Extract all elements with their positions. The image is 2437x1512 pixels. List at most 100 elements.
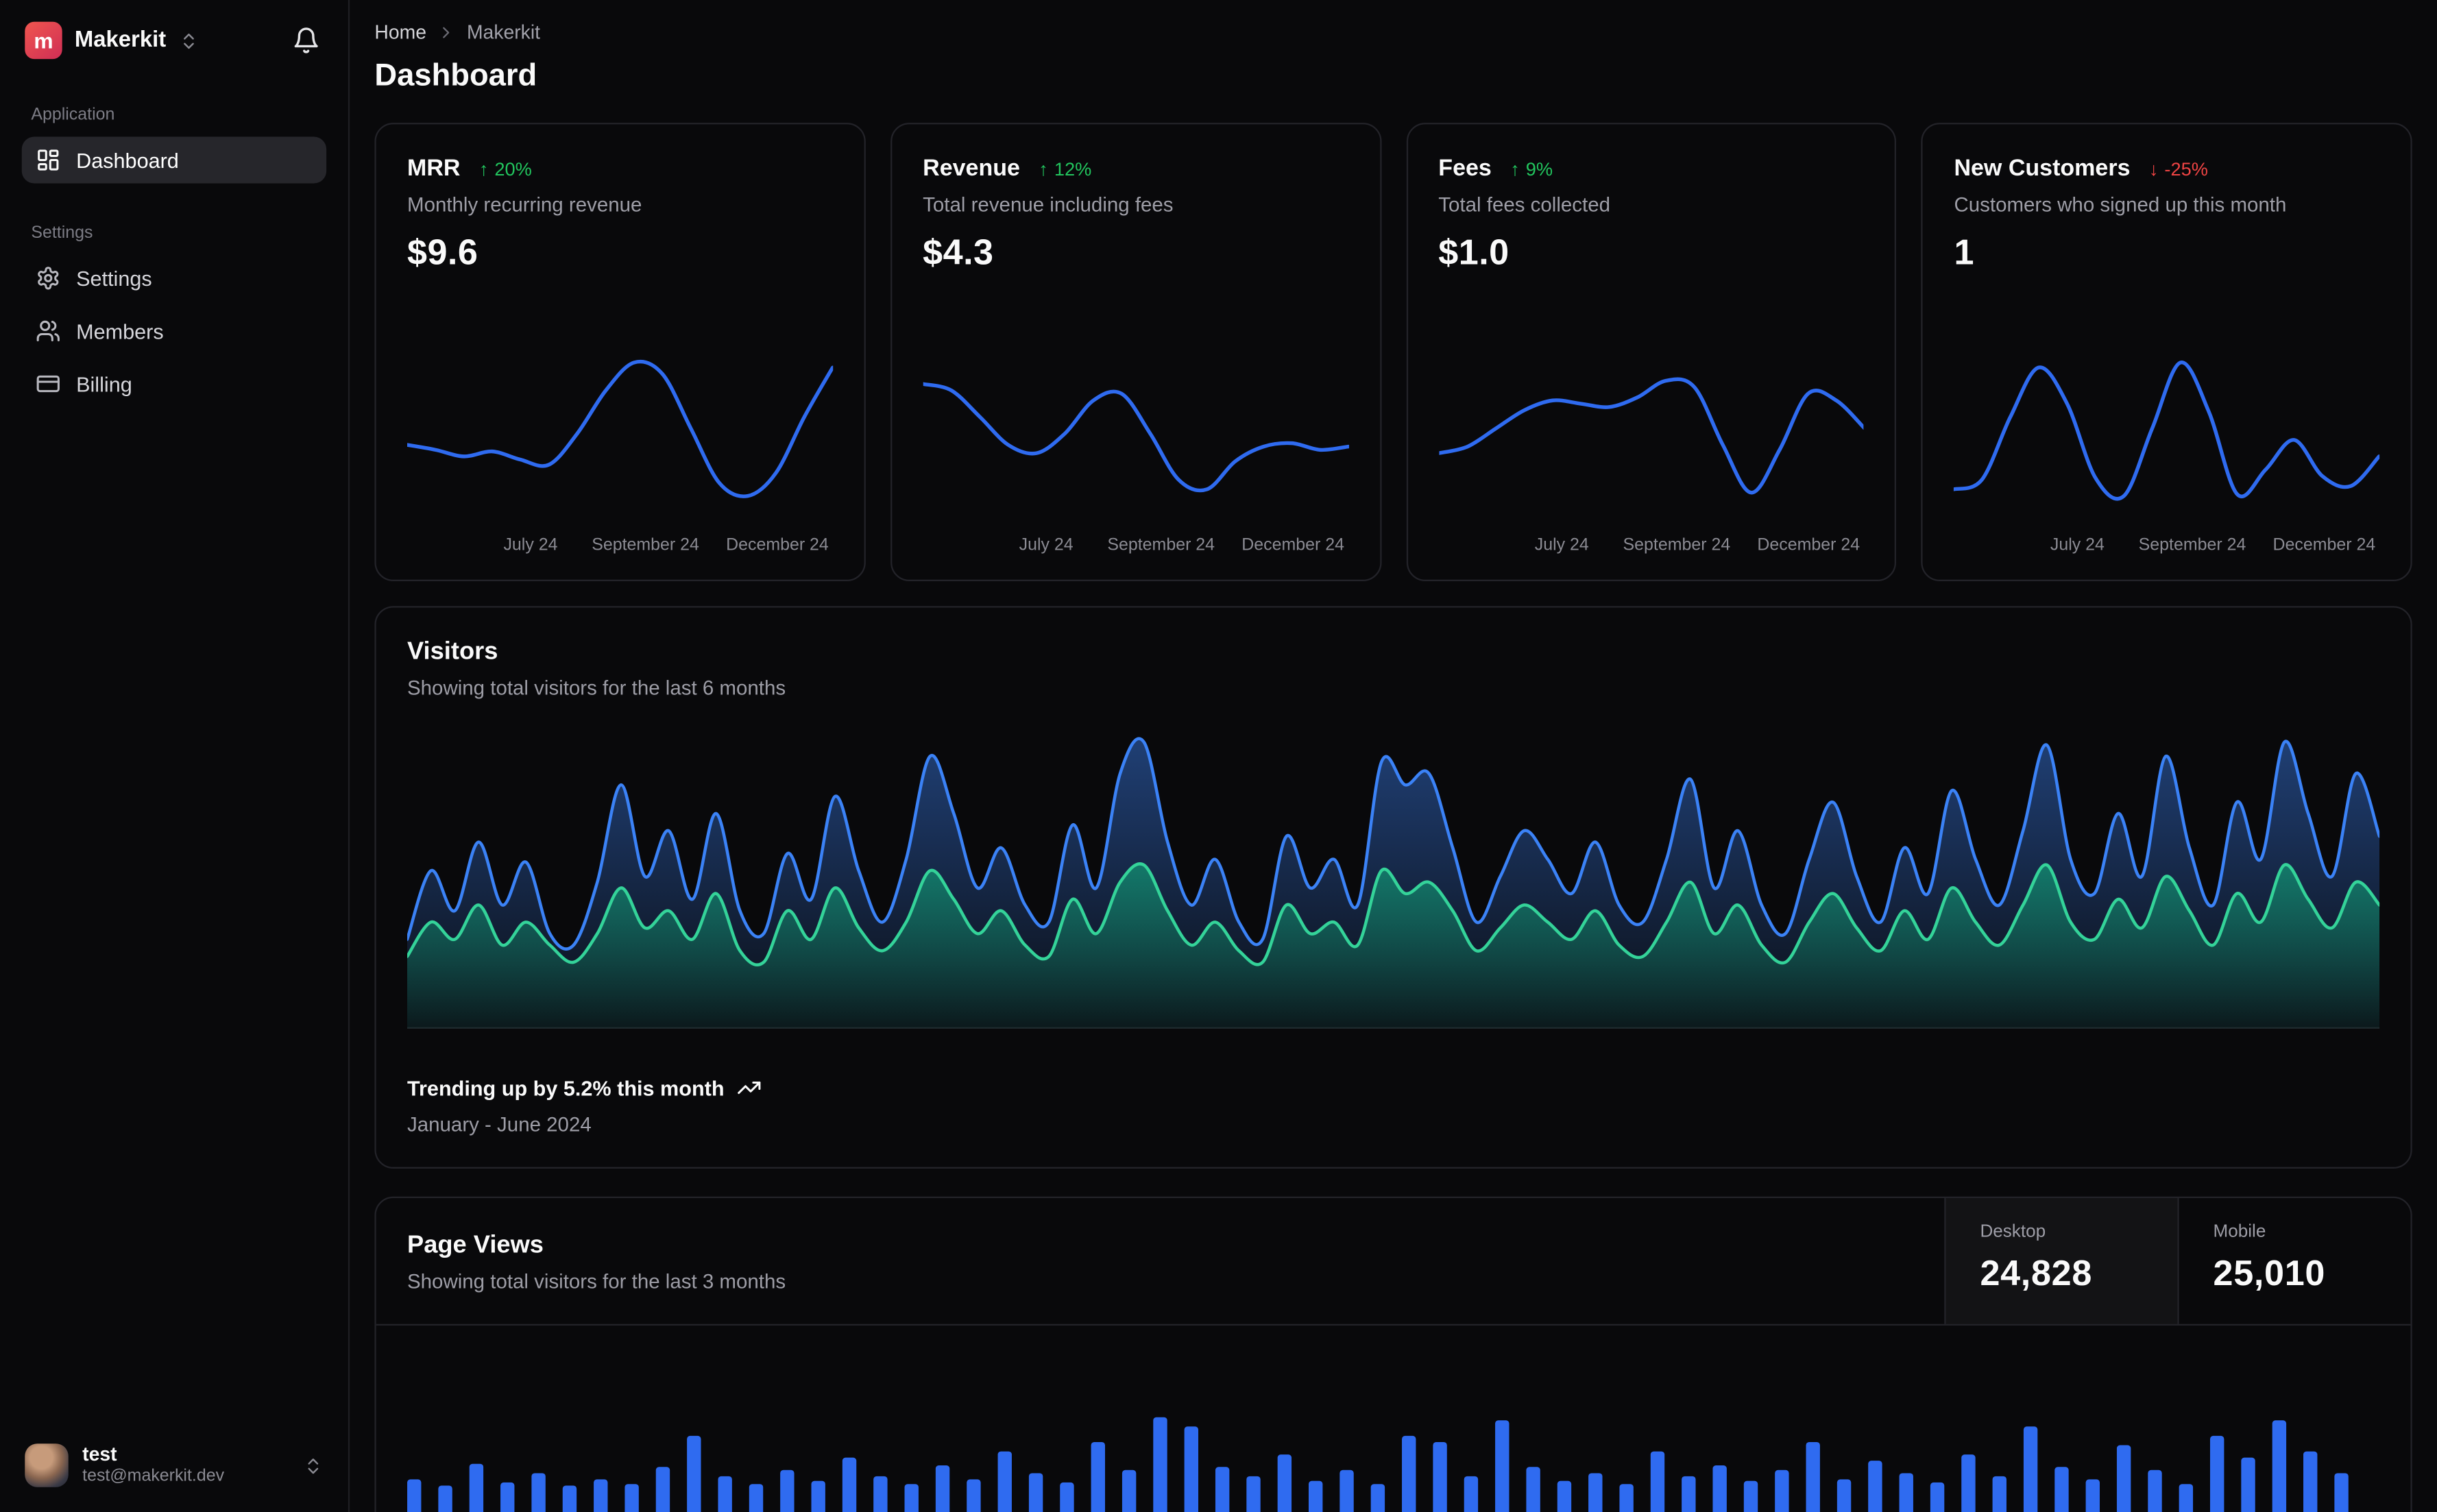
credit-card-icon [36, 375, 60, 393]
bar [1215, 1467, 1230, 1512]
stat-card-new-customers: New Customers ↓ -25% Customers who signe… [1921, 123, 2412, 581]
x-tick: September 24 [1623, 536, 1731, 555]
dashboard-icon [38, 149, 59, 171]
breadcrumb-current: Makerkit [466, 21, 541, 44]
section-label-application: Application [31, 106, 115, 125]
revenue-sparkline-chart [923, 382, 1348, 493]
visitors-card: Visitors Showing total visitors for the … [374, 606, 2412, 1169]
visitors-trend-text: Trending up by 5.2% this month [407, 1076, 725, 1100]
user-menu[interactable]: test test@makerkit.dev [22, 1437, 326, 1493]
x-tick: December 24 [2272, 536, 2376, 555]
toggle-desktop[interactable]: Desktop 24,828 [1944, 1198, 2178, 1324]
bar [1246, 1476, 1261, 1512]
trend-value: -25% [2164, 158, 2208, 180]
bar [1308, 1480, 1323, 1512]
bar [1526, 1467, 1540, 1512]
new-customers-sparkline-chart [1954, 361, 2380, 501]
trend-down-icon: ↓ [2148, 158, 2159, 180]
stat-value: $1.0 [1438, 231, 1510, 272]
toggle-mobile[interactable]: Mobile 25,010 [2177, 1198, 2410, 1324]
bar [1712, 1465, 1727, 1512]
stat-value: 1 [1954, 231, 1974, 272]
bar [687, 1435, 701, 1512]
revenue-line [923, 382, 1348, 493]
breadcrumb: Home Makerkit [374, 22, 2412, 44]
workspace-switcher[interactable]: m Makerkit [25, 21, 276, 60]
bar [1060, 1482, 1074, 1512]
bar [531, 1473, 546, 1512]
stats-row: MRR ↑ 20% Monthly recurring revenue $9.6… [374, 123, 2412, 581]
sidebar-item-dashboard[interactable]: Dashboard [21, 136, 327, 184]
stat-card-fees: Fees ↑ 9% Total fees collected $1.0 July… [1405, 123, 1897, 581]
bar [811, 1480, 825, 1512]
notifications-button[interactable] [289, 23, 324, 58]
new_customers-line [1954, 361, 2380, 501]
app-logo: m [25, 21, 62, 60]
bar [1184, 1426, 1199, 1512]
x-tick: September 24 [1107, 536, 1215, 555]
bar [1743, 1480, 1758, 1512]
bar [1588, 1473, 1603, 1512]
stat-title: MRR [407, 155, 461, 182]
x-tick: July 24 [1019, 536, 1074, 555]
stat-title: Revenue [923, 155, 1020, 182]
toggle-label: Desktop [1980, 1223, 2046, 1242]
main-content: Home Makerkit Dashboard MRR ↑ 20% Monthl… [350, 0, 2437, 1512]
bar [2116, 1445, 2131, 1512]
sidebar-header: m Makerkit [22, 19, 326, 62]
stat-subtitle: Total fees collected [1438, 193, 1611, 217]
sidebar-item-label: Billing [76, 371, 132, 396]
sidebar-item-members[interactable]: Members [22, 308, 326, 354]
stat-trend: ↓ -25% [2149, 158, 2208, 180]
bar [997, 1451, 1012, 1512]
members-icon [36, 320, 60, 342]
trend-up-icon: ↑ [1510, 158, 1520, 180]
visitors-date-range: January - June 2024 [407, 1112, 592, 1136]
section-label-settings: Settings [31, 223, 93, 243]
desktop-line [407, 737, 2380, 951]
x-axis-labels: July 24 September 24 December 24 [1954, 536, 2379, 561]
stat-chart-wrap: July 24 September 24 December 24 [407, 345, 833, 561]
visitors-area-chart [407, 737, 2380, 1029]
breadcrumb-home[interactable]: Home [374, 21, 426, 44]
bell-icon [294, 27, 318, 53]
visitors-footer: Trending up by 5.2% this month January -… [407, 1075, 2379, 1136]
sidebar-item-billing[interactable]: Billing [22, 361, 326, 407]
page-views-header: Page Views Showing total visitors for th… [376, 1198, 2411, 1326]
trend-value: 12% [1054, 158, 1092, 180]
stat-card-revenue: Revenue ↑ 12% Total revenue including fe… [890, 123, 1381, 581]
workspace-name: Makerkit [74, 27, 167, 53]
bar [1992, 1476, 2006, 1512]
fees-line [1438, 377, 1864, 495]
bar [1028, 1473, 1043, 1512]
page-title: Dashboard [374, 59, 537, 94]
bar [1930, 1482, 1945, 1512]
chevrons-up-down-icon [308, 1457, 319, 1474]
bar [1370, 1484, 1385, 1512]
stat-chart-wrap: July 24 September 24 December 24 [1438, 345, 1864, 561]
bar [2179, 1484, 2194, 1512]
trend-value: 20% [494, 158, 532, 180]
bar [1277, 1454, 1292, 1512]
x-tick: September 24 [2138, 536, 2246, 555]
x-axis-labels: July 24 September 24 December 24 [407, 536, 833, 561]
toggle-value: 24,828 [1980, 1252, 2093, 1293]
bar [1961, 1454, 1976, 1512]
trend-up-icon: ↑ [478, 158, 489, 180]
sidebar-item-settings[interactable]: Settings [22, 255, 326, 302]
bar [1682, 1476, 1696, 1512]
bar [2241, 1457, 2255, 1512]
bar [438, 1485, 452, 1512]
stat-title: Fees [1438, 155, 1492, 182]
stat-trend: ↑ 12% [1039, 158, 1091, 180]
mrr-line [407, 359, 833, 498]
bar [873, 1476, 888, 1512]
bar [2085, 1479, 2100, 1512]
page-views-title: Page Views [407, 1232, 544, 1259]
visitors-title: Visitors [407, 638, 498, 666]
bar [625, 1484, 639, 1512]
bar [594, 1479, 608, 1512]
bar [2303, 1451, 2318, 1512]
visitors-subtitle: Showing total visitors for the last 6 mo… [407, 676, 786, 700]
